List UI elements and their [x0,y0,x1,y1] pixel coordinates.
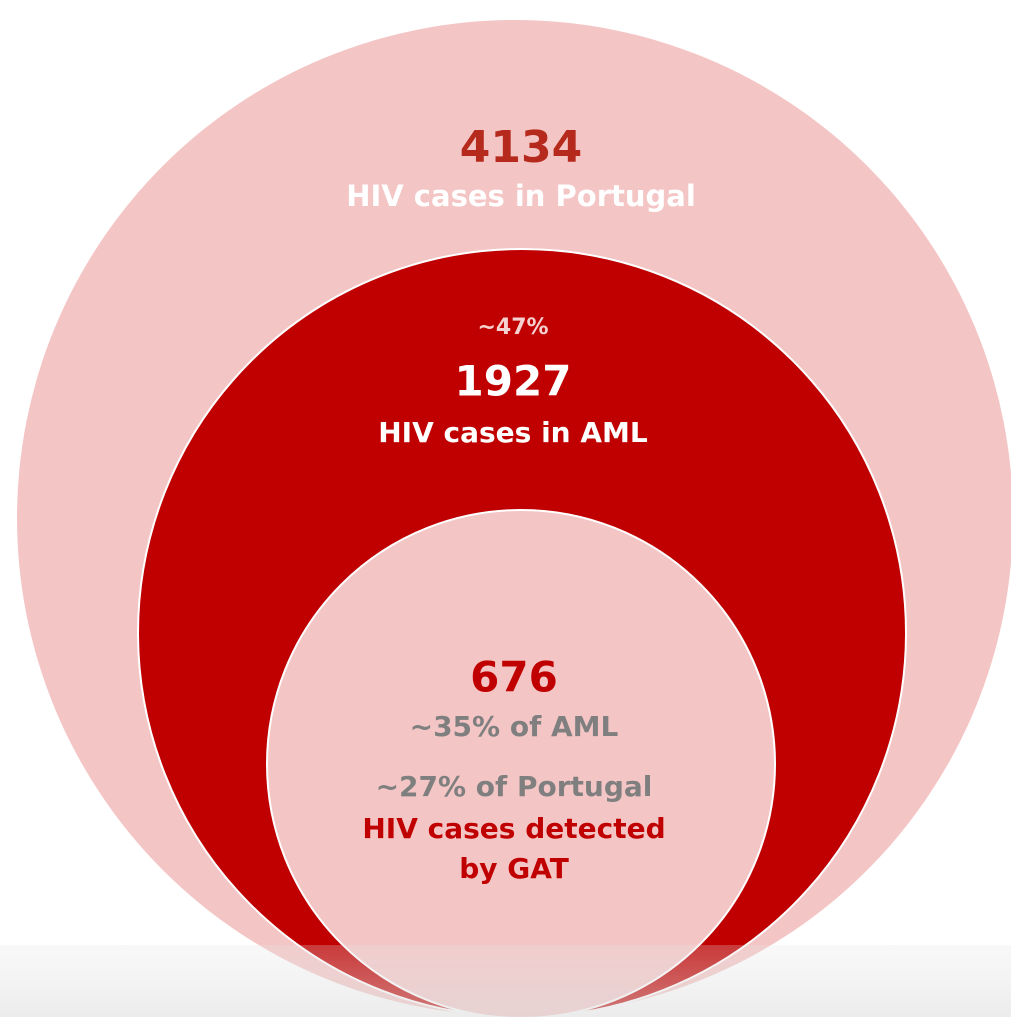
inner-label-line1: HIV cases detected [362,812,665,845]
inner-circle [266,509,776,1017]
outer-number: 4134 [460,122,582,173]
middle-number: 1927 [455,357,572,406]
inner-number: 676 [470,653,558,702]
inner-share-aml: ~35% of AML [410,710,619,743]
inner-label-line2: by GAT [459,852,569,885]
outer-label: HIV cases in Portugal [346,179,696,213]
inner-share-portugal: ~27% of Portugal [376,770,653,803]
bottom-fade [0,945,1011,1017]
middle-label: HIV cases in AML [378,416,648,449]
middle-share: ~47% [477,315,548,340]
